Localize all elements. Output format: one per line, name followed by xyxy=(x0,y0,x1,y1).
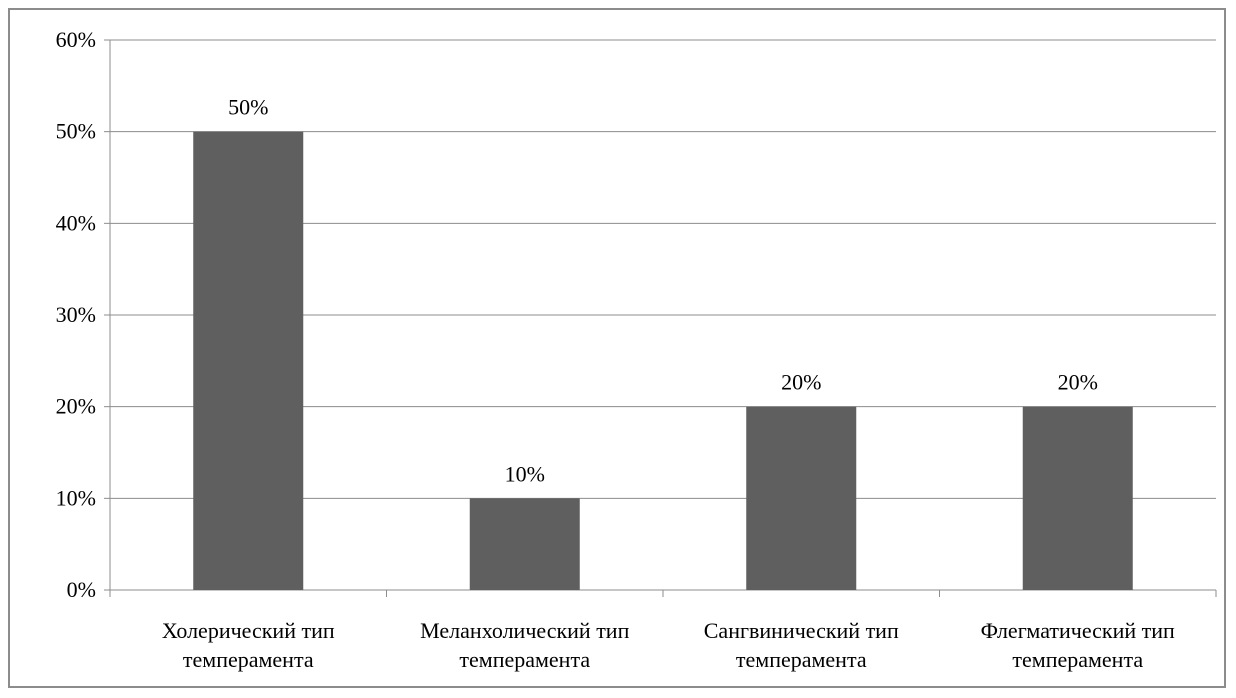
data-label: 20% xyxy=(781,370,821,395)
y-tick-label: 10% xyxy=(56,485,96,510)
bar xyxy=(746,406,857,590)
data-label: 20% xyxy=(1058,370,1098,395)
x-tick-label: темперамента xyxy=(183,647,314,672)
y-tick-label: 60% xyxy=(56,27,96,52)
y-tick-label: 0% xyxy=(67,577,96,602)
y-tick-label: 50% xyxy=(56,119,96,144)
y-tick-label: 30% xyxy=(56,302,96,327)
data-label: 50% xyxy=(228,95,268,120)
bar xyxy=(469,498,580,590)
x-tick-label: Сангвинический тип xyxy=(704,618,899,643)
x-tick-label: темперамента xyxy=(459,647,590,672)
y-tick-label: 40% xyxy=(56,210,96,235)
bar xyxy=(193,131,304,590)
x-tick-label: Флегматический тип xyxy=(981,618,1175,643)
x-tick-label: темперамента xyxy=(1012,647,1143,672)
x-tick-label: темперамента xyxy=(736,647,867,672)
y-tick-label: 20% xyxy=(56,394,96,419)
x-tick-label: Меланхолический тип xyxy=(420,618,629,643)
data-label: 10% xyxy=(505,461,545,486)
bar xyxy=(1022,406,1133,590)
x-tick-label: Холерический тип xyxy=(162,618,335,643)
